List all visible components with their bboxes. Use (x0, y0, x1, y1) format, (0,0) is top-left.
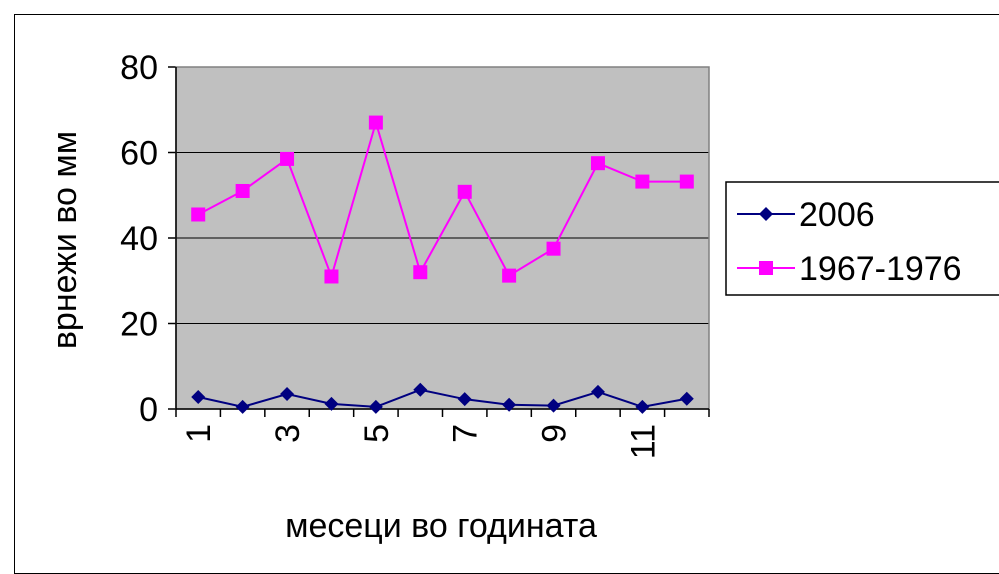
x-tick-label: 3 (269, 424, 307, 443)
y-axis-label: врнежи во мм (46, 131, 84, 349)
axes (168, 66, 710, 417)
data-point-2006 (679, 391, 694, 406)
series-line-2006 (197, 388, 687, 408)
legend-label-2006: 2006 (799, 196, 875, 234)
data-point-2006 (590, 384, 605, 399)
data-point-1967-1976 (324, 269, 339, 284)
legend: 2006 1967-1976 (725, 181, 999, 296)
data-point-2006 (457, 392, 472, 407)
data-point-1967-1976 (502, 268, 517, 283)
x-tick-label: 5 (358, 424, 396, 443)
x-tick-label: 11 (624, 424, 662, 459)
data-point-2006 (368, 399, 383, 414)
x-tick-label: 7 (447, 424, 485, 443)
y-tick-label: 80 (120, 49, 158, 87)
y-tick-label: 20 (120, 306, 158, 344)
x-tick-label: 9 (536, 424, 574, 443)
data-point-2006 (280, 387, 295, 402)
data-point-1967-1976 (457, 184, 472, 199)
data-point-2006 (635, 399, 650, 414)
y-tick-label: 0 (139, 391, 158, 429)
data-point-1967-1976 (280, 151, 295, 166)
legend-marker-2006 (759, 207, 773, 221)
tick-labels: 0 20 40 60 80 1 3 5 7 9 11 (120, 49, 662, 459)
data-point-1967-1976 (368, 115, 383, 130)
data-point-1967-1976 (635, 174, 650, 189)
x-tick-label: 1 (180, 424, 218, 443)
y-tick-label: 40 (120, 220, 158, 258)
data-point-1967-1976 (191, 207, 206, 222)
series-layer (191, 115, 694, 414)
data-point-2006 (413, 382, 428, 397)
data-point-1967-1976 (235, 183, 250, 198)
data-point-1967-1976 (546, 241, 561, 256)
x-axis-label: месеци во годината (285, 507, 597, 545)
series-line-1967-1976 (197, 119, 687, 280)
data-point-2006 (502, 397, 517, 412)
data-point-2006 (191, 390, 206, 405)
data-point-1967-1976 (679, 174, 694, 189)
legend-label-1967-1976: 1967-1976 (799, 250, 962, 288)
legend-marker-1967-1976 (759, 261, 773, 275)
data-point-1967-1976 (590, 156, 605, 171)
y-tick-label: 60 (120, 135, 158, 173)
data-point-2006 (235, 399, 250, 414)
legend-box (725, 181, 999, 296)
data-point-2006 (324, 396, 339, 411)
data-point-2006 (546, 398, 561, 413)
data-point-1967-1976 (413, 265, 428, 280)
